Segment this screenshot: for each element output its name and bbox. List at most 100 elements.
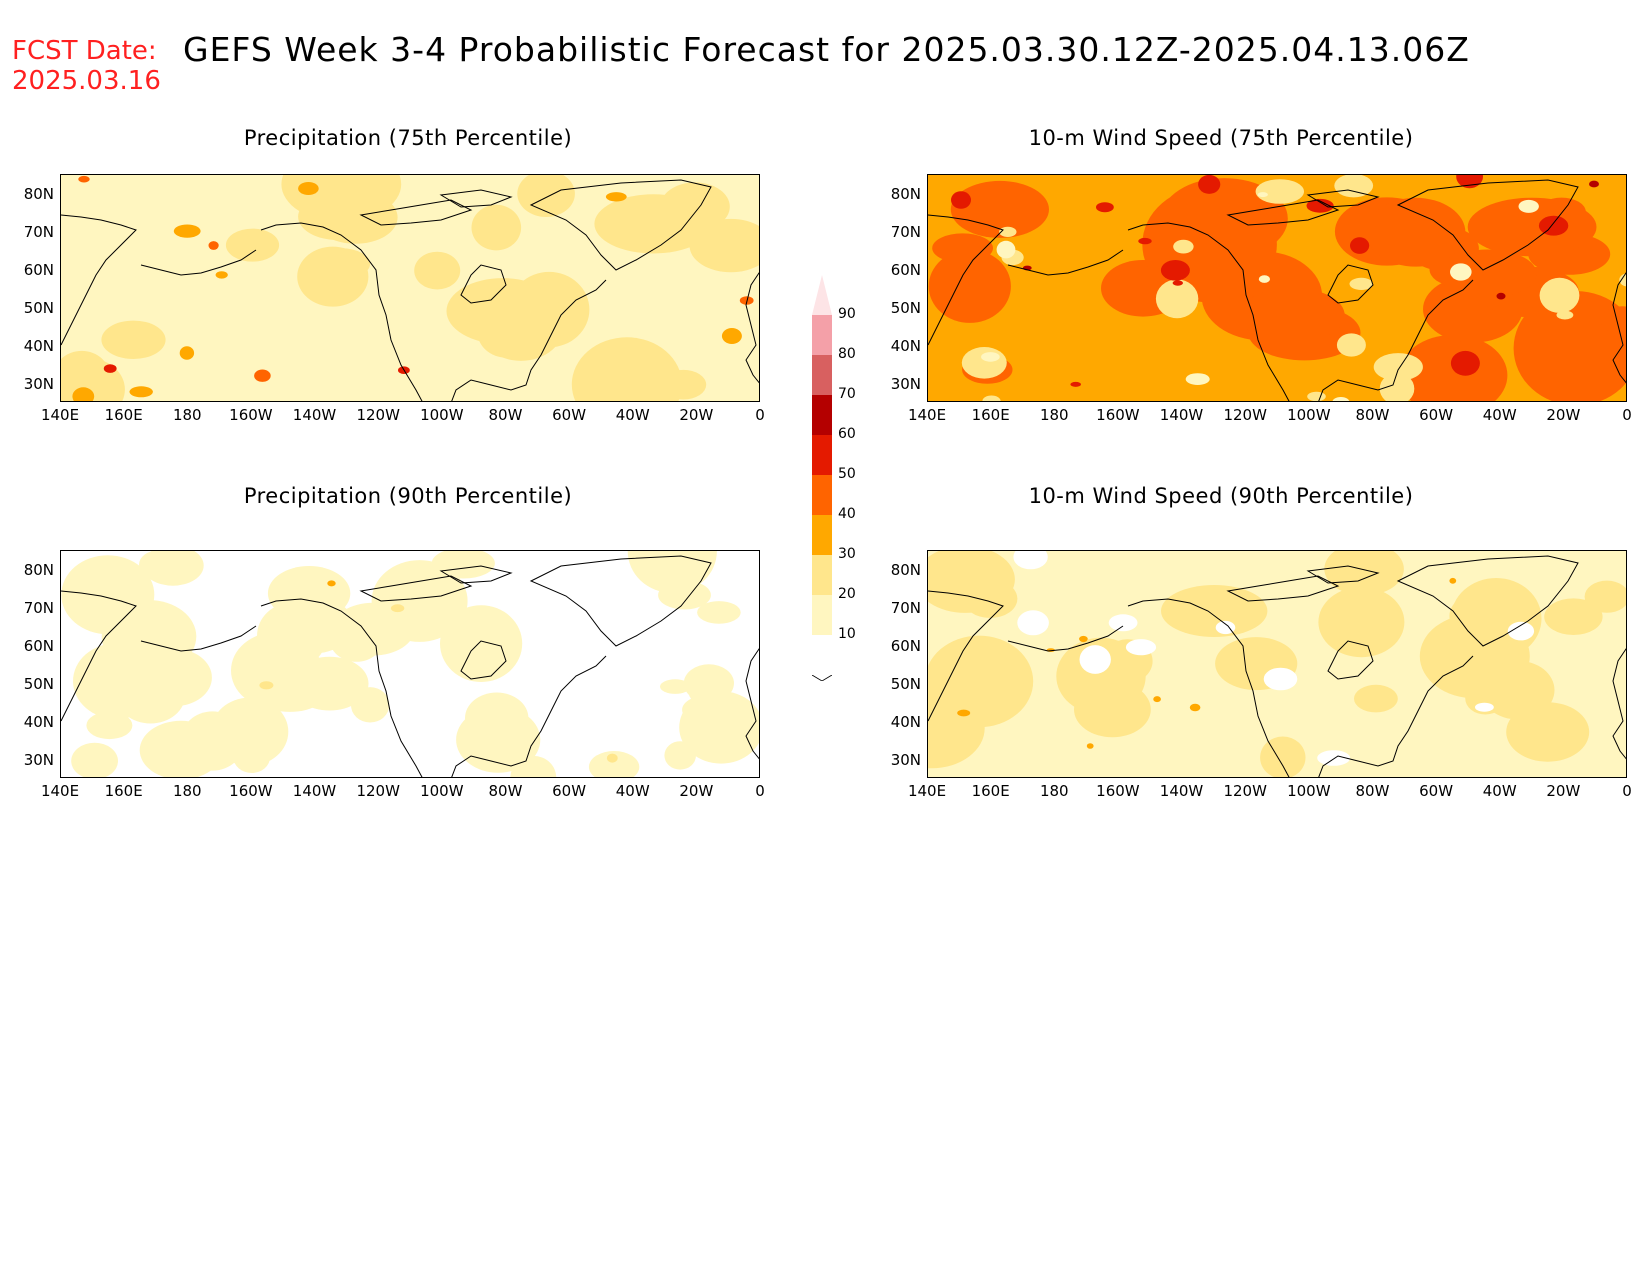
- colorbar-segment: [812, 355, 832, 395]
- longitude-tick-label: 40W: [615, 406, 650, 424]
- probability-contour-region: [1379, 372, 1415, 401]
- probability-contour-region: [1198, 175, 1221, 194]
- probability-contour-region: [1513, 291, 1626, 401]
- probability-contour-region: [1539, 277, 1580, 313]
- coastline: [1226, 575, 1340, 602]
- colorbar-level-label: 60: [838, 426, 856, 442]
- longitude-tick-label: 120W: [356, 406, 400, 424]
- probability-contour-region: [254, 369, 271, 382]
- longitude-tick-label: 160E: [971, 782, 1010, 800]
- probability-contour-region: [298, 182, 319, 195]
- probability-contour-region: [517, 175, 575, 217]
- probability-contour-region: [210, 697, 289, 766]
- probability-contour-region: [1079, 635, 1088, 643]
- coastline: [1327, 640, 1374, 680]
- colorbar-level-label: 90: [838, 306, 856, 322]
- latitude-tick-label: 60N: [890, 261, 921, 279]
- forecast-date-block: FCST Date: 2025.03.16: [12, 36, 161, 96]
- probability-contour-region: [1507, 621, 1535, 641]
- probability-contour-region: [257, 602, 327, 669]
- probability-contour-region: [664, 741, 696, 770]
- longitude-tick-label: 120W: [356, 782, 400, 800]
- probability-contour-region: [1538, 215, 1569, 236]
- longitude-tick-label: 40W: [1482, 782, 1517, 800]
- longitude-tick-label: 60W: [1419, 782, 1454, 800]
- coastline: [1318, 655, 1474, 777]
- latitude-tick-label: 30N: [890, 751, 921, 769]
- probability-contour-region: [1013, 551, 1048, 570]
- probability-contour-region: [1332, 397, 1350, 401]
- longitude-tick-label: 180: [1039, 406, 1069, 424]
- probability-contour-region: [1349, 277, 1374, 290]
- map-precip-90: [60, 550, 760, 778]
- latitude-tick-label: 30N: [890, 375, 921, 393]
- probability-contour-region: [225, 228, 280, 262]
- coastline: [1226, 199, 1340, 226]
- latitude-tick-label: 40N: [23, 713, 54, 731]
- probability-contour-region: [1070, 381, 1081, 387]
- colorbar-segment: [812, 595, 832, 635]
- probability-contour-region: [951, 191, 971, 209]
- colorbar-segment: [812, 555, 832, 595]
- latitude-tick-label: 80N: [23, 185, 54, 203]
- coastline: [1396, 179, 1579, 271]
- longitude-tick-label: 20W: [679, 782, 714, 800]
- forecast-date-label: FCST Date:: [12, 36, 157, 66]
- coastline: [1327, 264, 1374, 304]
- map-wind-75: [927, 174, 1627, 402]
- probability-contour-region: [259, 681, 274, 690]
- probability-contour-region: [627, 551, 717, 593]
- probability-contour-region: [1096, 202, 1114, 213]
- probability-contour-region: [1354, 684, 1398, 713]
- probability-contour-region: [605, 192, 627, 202]
- longitude-tick-label: 20W: [679, 406, 714, 424]
- probability-contour-region: [456, 706, 541, 773]
- longitude-tick-label: 140W: [1159, 782, 1204, 800]
- probability-contour-region: [1480, 660, 1555, 720]
- coastline: [1127, 598, 1290, 777]
- colorbar-segment: [812, 475, 832, 515]
- probability-contour-region: [215, 271, 228, 279]
- coastline: [1127, 222, 1290, 401]
- probability-contour-region: [982, 395, 1001, 401]
- longitude-tick-label: 160E: [971, 406, 1010, 424]
- latitude-tick-label: 50N: [890, 675, 921, 693]
- latitude-tick-label: 70N: [23, 223, 54, 241]
- coastline: [460, 264, 507, 304]
- latitude-tick-label: 40N: [23, 337, 54, 355]
- longitude-tick-label: 140W: [292, 782, 337, 800]
- probability-contour-region: [1619, 273, 1626, 287]
- coastline: [529, 555, 712, 647]
- probability-contour-region: [1215, 620, 1236, 635]
- longitude-tick-label: 60W: [552, 782, 587, 800]
- map-field-svg: [928, 551, 1626, 777]
- longitude-tick-label: 100W: [1287, 406, 1331, 424]
- colorbar-segment: [812, 435, 832, 475]
- probability-contour-region: [1373, 353, 1423, 381]
- probability-contour-region: [1518, 199, 1539, 213]
- probability-contour-region: [660, 679, 691, 694]
- colorbar-segment: [812, 315, 832, 355]
- probability-contour-region: [179, 346, 195, 360]
- probability-contour-region: [290, 656, 369, 711]
- longitude-tick-label: 100W: [420, 782, 464, 800]
- coastline: [745, 648, 759, 760]
- coastline: [260, 598, 423, 777]
- coastline: [140, 249, 257, 276]
- probability-contour-region: [1161, 585, 1268, 637]
- colorbar-bottom-arrow: [811, 674, 833, 682]
- longitude-tick-label: 80W: [1355, 406, 1390, 424]
- map-field-svg: [61, 551, 759, 777]
- probability-contour-region: [103, 364, 117, 373]
- colorbar-level-label: 40: [838, 506, 856, 522]
- latitude-tick-label: 70N: [23, 599, 54, 617]
- longitude-tick-label: 120W: [1223, 782, 1267, 800]
- colorbar-level-label: 80: [838, 346, 856, 362]
- probability-contour-region: [1306, 198, 1334, 213]
- panel-title-wind-75: 10-m Wind Speed (75th Percentile): [1028, 126, 1414, 150]
- probability-contour-region: [1600, 306, 1626, 335]
- probability-contour-region: [1449, 577, 1457, 584]
- longitude-tick-label: 80W: [488, 782, 523, 800]
- longitude-tick-label: 160E: [104, 406, 143, 424]
- probability-contour-region: [1318, 587, 1405, 658]
